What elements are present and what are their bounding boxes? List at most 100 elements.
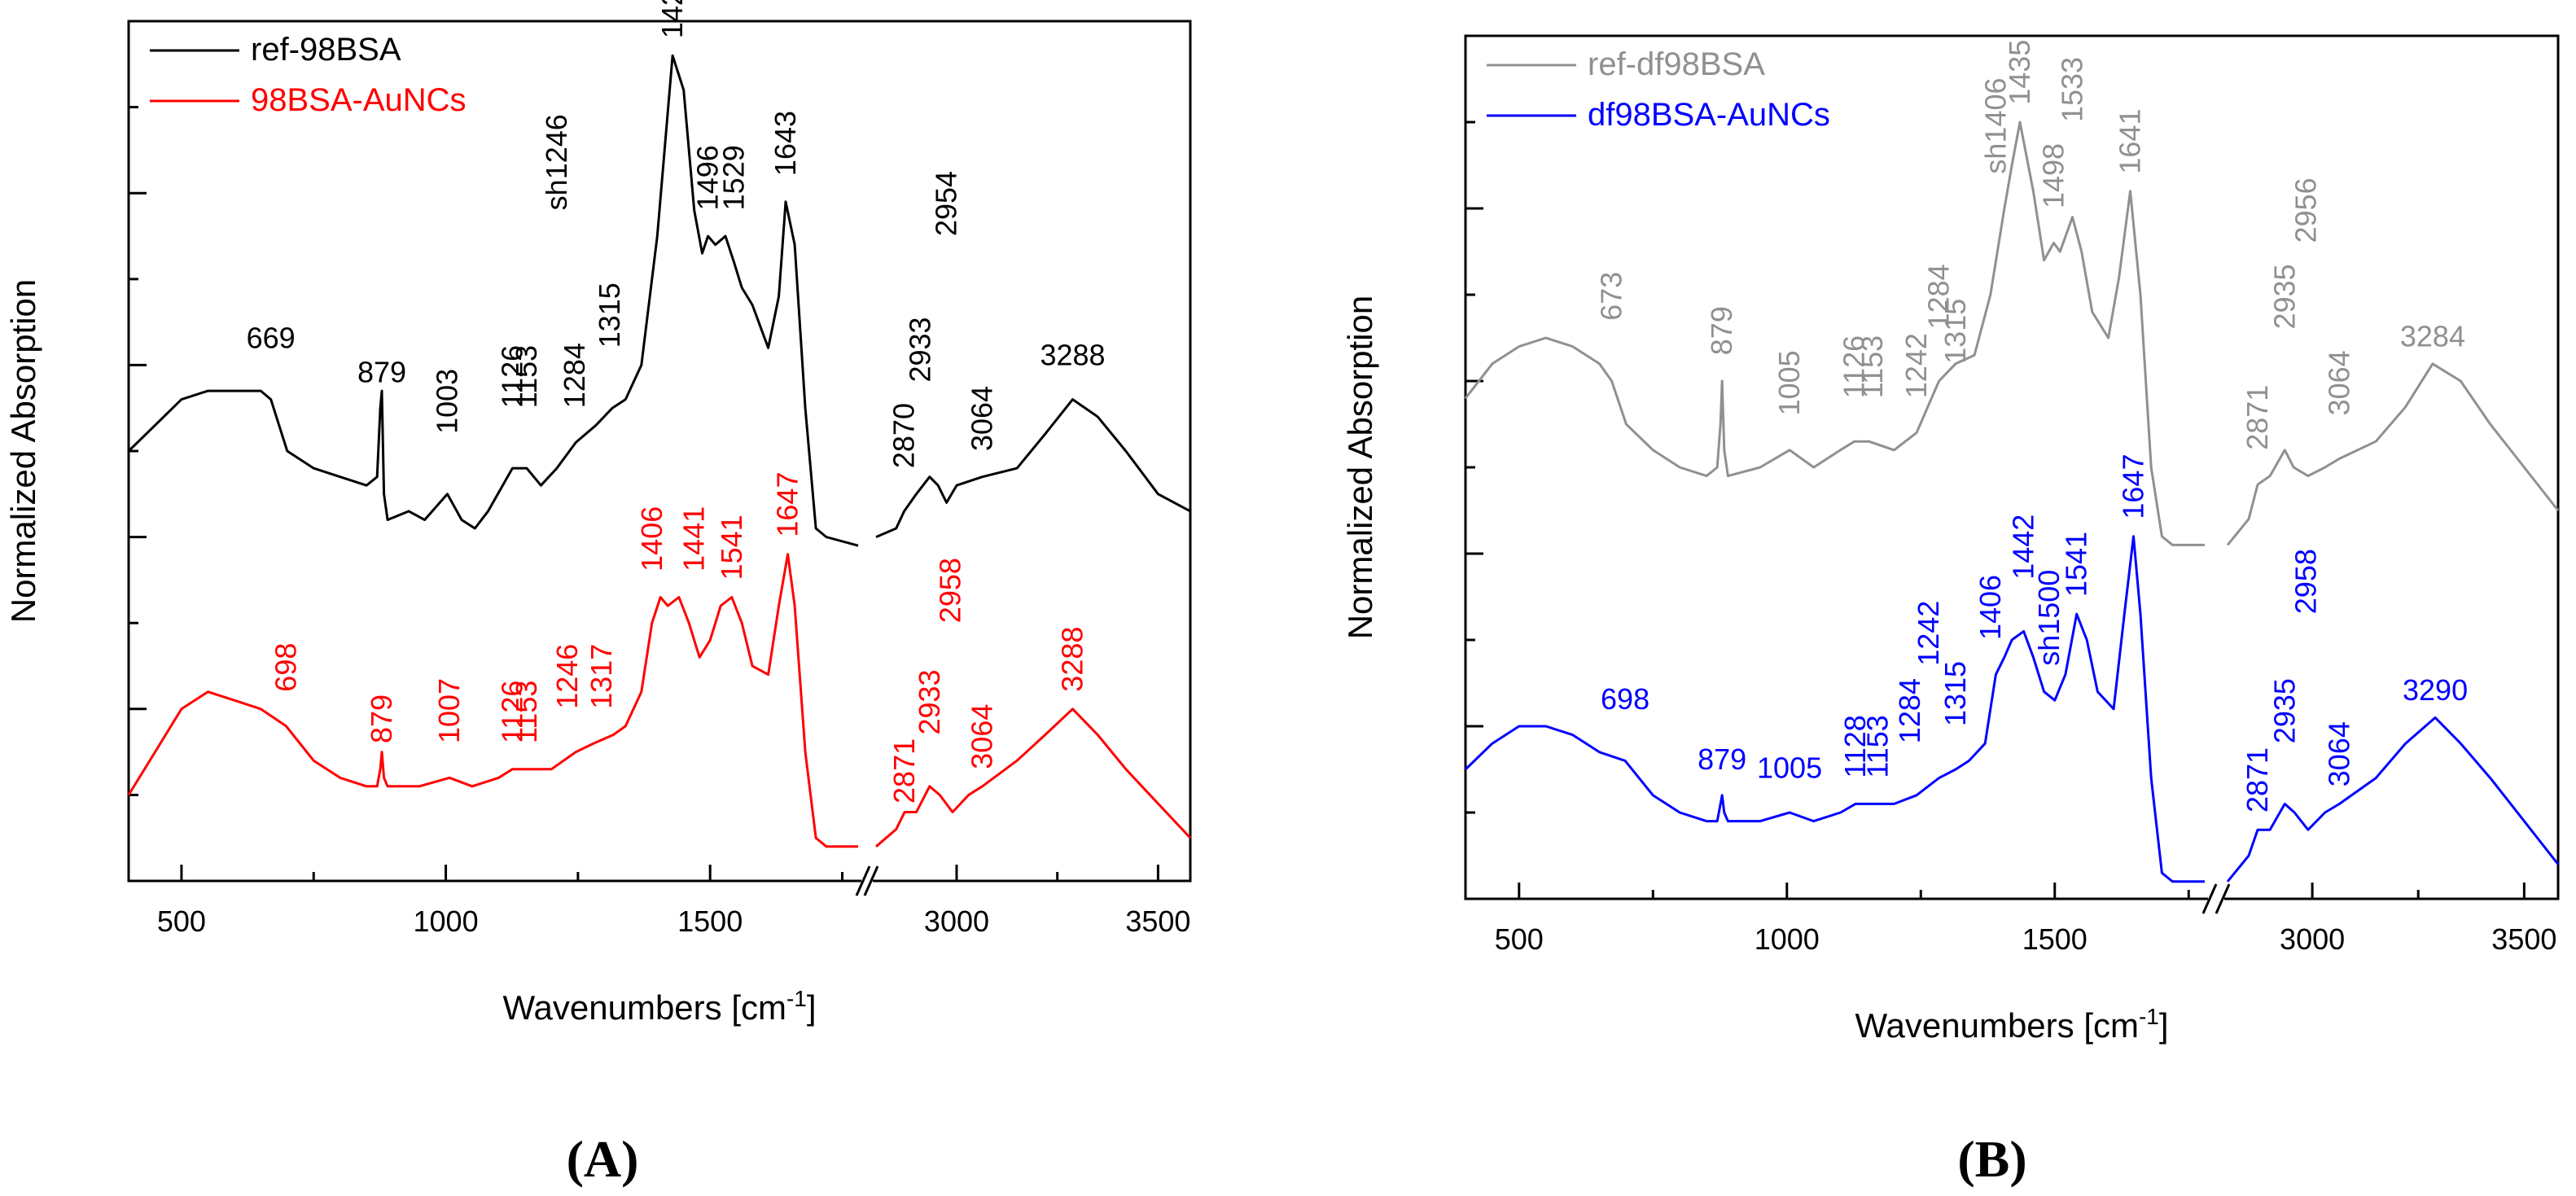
peak-label: 1317 xyxy=(585,644,618,709)
panel-label: (B) xyxy=(1957,1130,2026,1188)
peak-label: 1007 xyxy=(432,678,466,743)
peak-label: 1406 xyxy=(635,506,668,572)
peak-label: 1441 xyxy=(677,506,711,572)
peak-label: 673 xyxy=(1595,272,1628,321)
peak-label: 879 xyxy=(357,356,406,389)
peak-label: sh1246 xyxy=(540,114,573,210)
axis-break-gap xyxy=(2208,894,2224,904)
chart-panel-B: 500 1000 1500 3000 3500 Wavenumbers [cm-1] Nor… xyxy=(1341,34,2560,1188)
x-axis-title-main: Wavenumbers [cm xyxy=(502,988,786,1027)
x-axis-title-suffix: ] xyxy=(2159,1006,2169,1045)
x-tick-label: 3500 xyxy=(2491,922,2556,956)
peak-label: 2871 xyxy=(2241,747,2274,813)
peak-label: 3290 xyxy=(2403,673,2468,707)
series-line-98bsa-auncs xyxy=(127,553,858,848)
peak-label: 1126 xyxy=(495,345,528,408)
x-tick-label: 500 xyxy=(1495,922,1544,956)
y-axis-title: Normalized Absorption xyxy=(4,279,42,624)
peak-label: 1126 xyxy=(495,681,528,743)
peak-label: 1128 xyxy=(1838,715,1872,778)
peak-label: 879 xyxy=(1705,306,1738,355)
x-axis-title-superscript: -1 xyxy=(2139,1004,2159,1029)
peak-label: 1529 xyxy=(716,145,750,210)
x-tick-label: 3000 xyxy=(2280,922,2345,956)
x-axis-title-suffix: ] xyxy=(807,988,817,1027)
peak-label: 1442 xyxy=(2007,515,2040,580)
peak-label: 1541 xyxy=(715,515,748,580)
peak-label: 1647 xyxy=(771,472,804,537)
peak-label: 3288 xyxy=(1040,338,1105,371)
peak-label: 1496 xyxy=(691,145,725,210)
peak-label: 3288 xyxy=(1055,627,1089,692)
peak-label: 1541 xyxy=(2060,532,2093,597)
peak-label: 2958 xyxy=(934,558,967,623)
peak-label: 1315 xyxy=(593,283,626,348)
legend-label: ref-df98BSA xyxy=(1588,46,1765,82)
peak-label: 1153 xyxy=(510,345,543,408)
peak-label: 669 xyxy=(247,321,296,354)
peak-label: 2956 xyxy=(2289,177,2322,243)
legend-label: df98BSA-AuNCs xyxy=(1588,97,1830,133)
peak-label: 1005 xyxy=(1757,751,1822,785)
peak-label: sh1500 xyxy=(2032,570,2066,666)
peak-label: 1643 xyxy=(769,111,802,176)
peak-label: 2954 xyxy=(930,171,963,236)
peak-label: 2870 xyxy=(887,403,921,468)
series-line-ref-98bsa xyxy=(875,398,1191,538)
x-axis-title-main: Wavenumbers [cm xyxy=(1855,1006,2139,1045)
peak-label: 1498 xyxy=(2036,143,2070,208)
peak-label: 879 xyxy=(1698,743,1746,776)
peak-label: 1242 xyxy=(1912,601,1945,666)
peak-label: 2958 xyxy=(2289,549,2322,614)
peak-label: 2933 xyxy=(903,317,936,382)
peak-label: 1246 xyxy=(550,644,584,709)
peak-label: 3064 xyxy=(2322,721,2355,786)
x-axis-title: Wavenumbers [cm-1] xyxy=(1855,1004,2168,1045)
x-tick-label: 3500 xyxy=(1125,905,1190,938)
series-line-ref-98bsa xyxy=(127,54,859,547)
legend-label: 98BSA-AuNCs xyxy=(251,82,467,118)
axis-break-mark xyxy=(2201,883,2218,914)
peak-label: 3064 xyxy=(2322,350,2355,415)
peak-label: 1126 xyxy=(1838,335,1871,398)
peak-label: 1435 xyxy=(2003,40,2036,105)
peak-label: 1533 xyxy=(2055,57,2088,122)
peak-label: 3284 xyxy=(2400,320,2465,353)
peak-label: 1153 xyxy=(1855,335,1889,398)
peak-label: 1315 xyxy=(1939,661,1972,726)
peak-label: 1406 xyxy=(1974,575,2007,640)
peak-label: 1284 xyxy=(558,343,591,408)
series-line-df98bsa-auncs xyxy=(2226,716,2560,883)
peak-label: 698 xyxy=(269,643,302,692)
peak-label: sh1406 xyxy=(1978,77,2012,173)
peak-label: 698 xyxy=(1601,682,1649,716)
peak-label: 1647 xyxy=(2116,454,2149,519)
peak-label: 2935 xyxy=(2267,678,2301,743)
y-axis-title: Normalized Absorption xyxy=(1341,296,1379,640)
peak-label: 2935 xyxy=(2267,264,2301,329)
peak-label: 879 xyxy=(365,694,398,743)
panel-label: (A) xyxy=(567,1130,639,1188)
peak-label: 1003 xyxy=(431,369,464,434)
peak-label: 3064 xyxy=(966,386,999,451)
peak-label: 1641 xyxy=(2114,109,2147,174)
axis-break-mark xyxy=(863,865,879,896)
x-axis-title: Wavenumbers [cm-1] xyxy=(502,986,816,1027)
x-tick-label: 3000 xyxy=(924,905,989,938)
peak-label: 1153 xyxy=(1861,715,1895,778)
peak-label: 1153 xyxy=(510,681,543,743)
series-line-ref-df98bsa xyxy=(2226,362,2560,546)
peak-label: 2871 xyxy=(887,738,921,804)
x-tick-label: 1000 xyxy=(1755,922,1820,956)
peak-label: 1284 xyxy=(1922,264,1956,329)
legend-label: ref-98BSA xyxy=(251,32,401,68)
peak-label: 1284 xyxy=(1893,678,1926,743)
peak-label: 1429 xyxy=(655,0,689,38)
x-tick-label: 500 xyxy=(157,905,206,938)
peak-label: 2933 xyxy=(913,669,946,734)
peak-label: 3064 xyxy=(966,704,999,769)
series-line-98bsa-auncs xyxy=(875,708,1192,848)
x-tick-label: 1500 xyxy=(677,905,743,938)
